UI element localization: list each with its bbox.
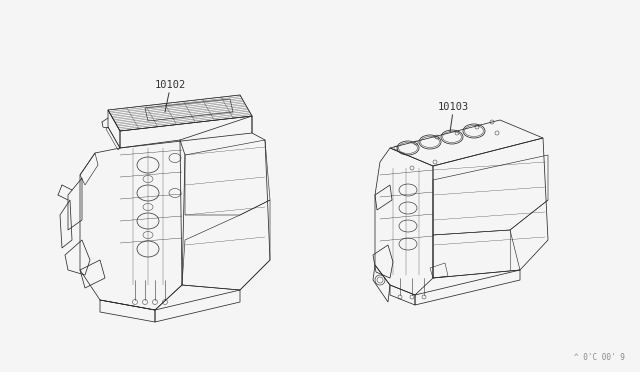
Text: 10102: 10102: [155, 80, 186, 112]
Text: ^ 0'C 00' 9: ^ 0'C 00' 9: [574, 353, 625, 362]
Text: 10103: 10103: [438, 102, 469, 132]
